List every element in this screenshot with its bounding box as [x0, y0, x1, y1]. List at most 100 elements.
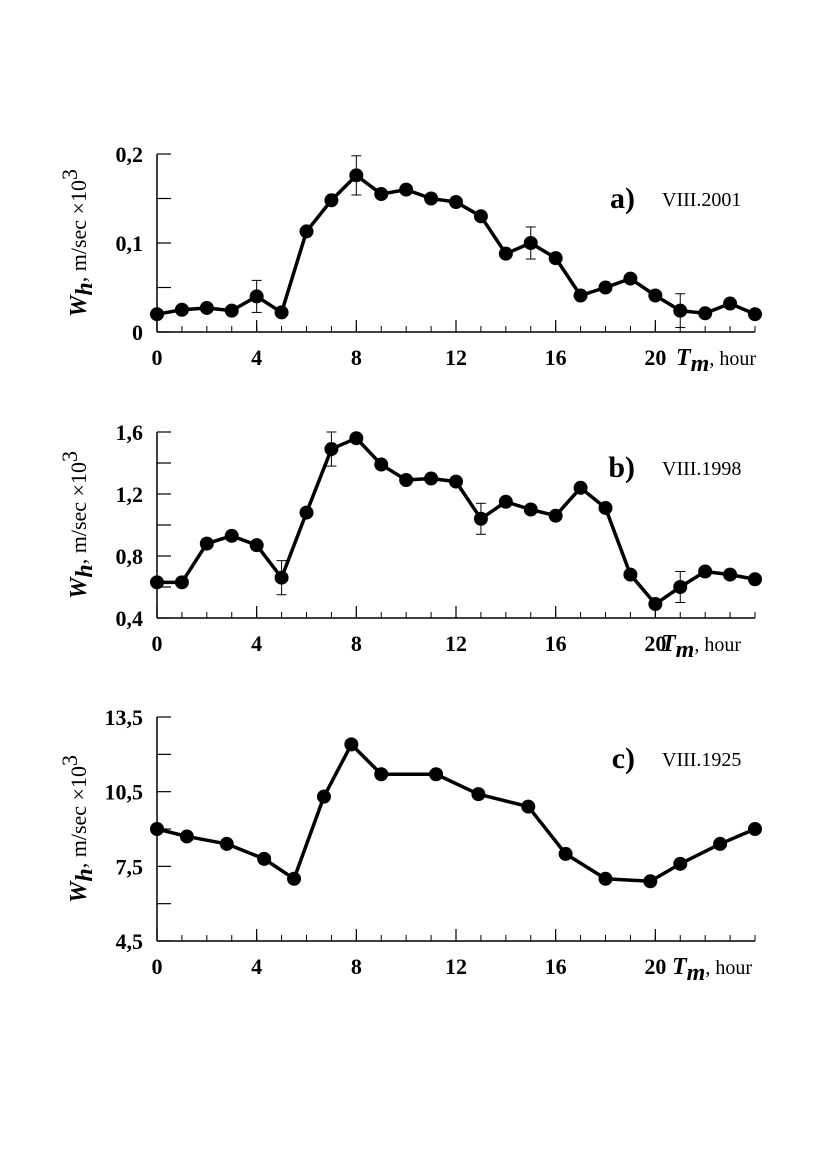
x-tick-label: 12 — [445, 631, 467, 656]
data-point — [150, 822, 164, 836]
y-axis-label-unit: , m/sec ×10 — [66, 180, 91, 282]
y-axis-label-unit: , m/sec ×10 — [66, 462, 91, 564]
x-tick-label: 8 — [351, 345, 362, 370]
data-point — [673, 303, 688, 318]
y-tick-label: 0,8 — [116, 544, 144, 569]
data-point — [748, 822, 762, 836]
y-tick-label: 1,2 — [116, 482, 144, 507]
x-tick-label: 20 — [644, 345, 666, 370]
x-tick-label: 4 — [251, 954, 262, 979]
data-point — [521, 799, 536, 814]
data-point — [748, 307, 762, 322]
data-point — [150, 307, 164, 322]
data-point — [673, 580, 688, 594]
x-axis-label-unit: , hour — [694, 634, 741, 656]
data-point — [287, 871, 302, 886]
x-tick-label: 4 — [251, 631, 262, 656]
data-point — [471, 787, 486, 802]
x-axis-label-var: T — [676, 345, 692, 371]
x-axis-label-sub: m — [691, 351, 710, 377]
data-point — [249, 289, 264, 304]
data-point — [648, 597, 663, 612]
data-point — [274, 570, 289, 585]
data-point — [473, 209, 488, 224]
x-axis-label-var: T — [672, 954, 688, 980]
data-point — [523, 236, 538, 250]
date-label: VIII.2001 — [662, 189, 741, 211]
x-tick-label: 16 — [545, 345, 567, 370]
data-point — [623, 567, 638, 582]
data-point — [598, 871, 613, 886]
y-tick-label: 13,5 — [105, 705, 144, 730]
y-tick-label: 0 — [132, 320, 143, 345]
data-point — [723, 567, 738, 582]
data-point — [473, 511, 488, 526]
y-tick-label: 4,5 — [116, 929, 144, 954]
chart-panel-a: 0 0,1 0,2 0 4 8 12 16 20 Tm, hour Wh, m/sec ×103 a)… — [57, 142, 762, 377]
x-tick-label: 0 — [152, 631, 163, 656]
x-tick-label: 0 — [152, 345, 163, 370]
y-axis-label-exp: 3 — [57, 755, 82, 766]
x-axis-label-unit: , hour — [705, 957, 752, 979]
x-tick-label: 4 — [251, 345, 262, 370]
y-axis-label-var: W — [66, 880, 92, 903]
y-axis-label-sub: h — [72, 868, 98, 881]
panel-label: b) — [608, 451, 635, 484]
data-point — [150, 575, 164, 590]
data-point — [199, 536, 214, 551]
data-point — [648, 288, 663, 303]
data-point — [723, 296, 738, 311]
y-axis-label-var: W — [66, 294, 92, 317]
x-tick-label: 8 — [351, 954, 362, 979]
data-point — [523, 502, 538, 517]
chart-panel-c: 4,5 7,5 10,5 13,5 0 4 8 12 16 20 Tm, hour Wh, m/sec… — [57, 705, 762, 986]
x-tick-label: 0 — [152, 954, 163, 979]
data-point — [374, 457, 389, 472]
data-point — [274, 305, 289, 320]
data-point — [449, 474, 463, 489]
data-point — [219, 836, 234, 851]
y-axis-label-var: W — [66, 576, 92, 599]
data-point — [643, 874, 658, 889]
data-point — [598, 280, 613, 295]
data-point — [349, 168, 364, 183]
data-point — [498, 246, 513, 261]
data-point — [449, 195, 463, 210]
data-point — [316, 789, 331, 804]
x-axis-label: Tm, hour — [661, 631, 741, 663]
x-tick-label: 20 — [644, 954, 666, 979]
x-tick-label: 12 — [445, 345, 467, 370]
panel-label: a) — [610, 182, 635, 215]
data-point — [573, 480, 588, 495]
data-point — [548, 508, 563, 523]
y-axis-label: Wh, m/sec ×103 — [57, 169, 98, 317]
y-tick-label: 1,6 — [116, 420, 144, 445]
date-label: VIII.1998 — [662, 458, 741, 480]
data-point — [748, 572, 762, 587]
data-point — [548, 251, 563, 266]
data-point — [698, 306, 713, 321]
x-axis-label-var: T — [661, 631, 677, 657]
data-point — [558, 846, 573, 861]
data-point — [623, 271, 638, 286]
data-point — [374, 767, 389, 782]
y-axis-label-unit: , m/sec ×10 — [66, 766, 91, 868]
data-point — [399, 182, 414, 197]
y-axis-label: Wh, m/sec ×103 — [57, 451, 98, 599]
data-point — [349, 431, 364, 446]
data-point — [257, 851, 272, 866]
y-tick-label: 10,5 — [105, 780, 144, 805]
data-point — [713, 836, 728, 851]
data-point — [424, 191, 439, 206]
data-point — [224, 303, 239, 318]
y-tick-label: 0,4 — [116, 606, 144, 631]
data-point — [598, 500, 613, 515]
y-axis-label-sub: h — [72, 564, 98, 577]
data-point — [249, 538, 264, 553]
data-point — [424, 471, 439, 486]
x-tick-label: 20 — [644, 631, 666, 656]
x-axis-label: Tm, hour — [672, 954, 752, 986]
data-point — [374, 187, 389, 202]
